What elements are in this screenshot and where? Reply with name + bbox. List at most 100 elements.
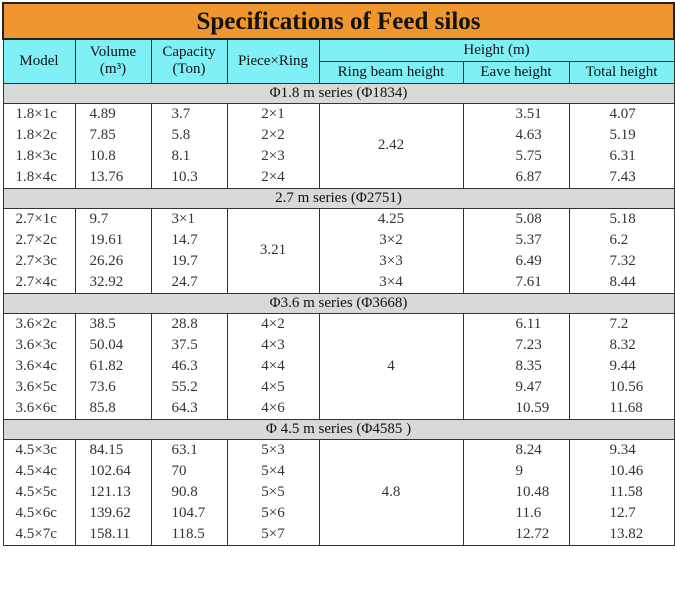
cell-capacity: 10.3 <box>150 166 228 189</box>
cell-capacity: 90.8 <box>150 481 228 503</box>
header-ring-beam-height: Ring beam height <box>318 60 464 84</box>
cell-model: 4.5×6c <box>2 502 76 524</box>
cell-volume: 61.82 <box>74 355 152 377</box>
series-header: Φ3.6 m series (Φ3668) <box>2 292 675 314</box>
cell-capacity: 8.1 <box>150 145 228 167</box>
spec-table-container: Specifications of Feed silos Model Volum… <box>2 2 675 546</box>
cell-model: 2.7×3c <box>2 250 76 272</box>
cell-piece-ring: 5×6 <box>226 502 320 524</box>
cell-capacity: 24.7 <box>150 271 228 294</box>
cell-eave-height: 6.87 <box>462 166 570 189</box>
header-capacity: Capacity (Ton) <box>150 38 228 84</box>
cell-ring-beam-height: 4 <box>318 312 464 420</box>
cell-piece-ring: 2×1 <box>226 102 320 125</box>
header-volume-line1: Volume <box>89 44 137 61</box>
cell-capacity: 19.7 <box>150 250 228 272</box>
cell-total-height: 7.32 <box>568 250 675 272</box>
cell-model: 2.7×1c <box>2 207 76 230</box>
cell-total-height: 4.07 <box>568 102 675 125</box>
cell-volume: 7.85 <box>74 124 152 146</box>
cell-volume: 32.92 <box>74 271 152 294</box>
header-height: Height (m) <box>318 38 675 62</box>
cell-total-height: 10.46 <box>568 460 675 482</box>
cell-model: 4.5×7c <box>2 523 76 546</box>
cell-model: 1.8×4c <box>2 166 76 189</box>
cell-capacity: 28.8 <box>150 312 228 335</box>
cell-total-height: 5.18 <box>568 207 675 230</box>
cell-piece-ring: 5×3 <box>226 438 320 461</box>
cell-eave-height: 5.75 <box>462 145 570 167</box>
cell-capacity: 46.3 <box>150 355 228 377</box>
cell-piece-ring: 2×4 <box>226 166 320 189</box>
cell-model: 3.6×2c <box>2 312 76 335</box>
cell-ring-beam-height: 4.8 <box>318 438 464 546</box>
cell-eave-height: 8.24 <box>462 438 570 461</box>
cell-ring-beam-height: 3×2 <box>318 229 464 251</box>
cell-model: 4.5×5c <box>2 481 76 503</box>
cell-volume: 121.13 <box>74 481 152 503</box>
series-header: Φ1.8 m series (Φ1834) <box>2 82 675 104</box>
header-total-height: Total height <box>568 60 675 84</box>
cell-capacity: 37.5 <box>150 334 228 356</box>
cell-piece-ring: 5×7 <box>226 523 320 546</box>
header-capacity-line1: Capacity <box>162 44 216 61</box>
cell-model: 3.6×4c <box>2 355 76 377</box>
cell-eave-height: 11.6 <box>462 502 570 524</box>
header-volume: Volume (m³) <box>74 38 152 84</box>
cell-piece-ring: 4×3 <box>226 334 320 356</box>
cell-volume: 139.62 <box>74 502 152 524</box>
cell-total-height: 6.2 <box>568 229 675 251</box>
cell-capacity: 5.8 <box>150 124 228 146</box>
cell-eave-height: 5.08 <box>462 207 570 230</box>
cell-model: 1.8×2c <box>2 124 76 146</box>
cell-total-height: 12.7 <box>568 502 675 524</box>
cell-volume: 85.8 <box>74 397 152 420</box>
cell-eave-height: 6.11 <box>462 312 570 335</box>
cell-volume: 73.6 <box>74 376 152 398</box>
cell-total-height: 8.32 <box>568 334 675 356</box>
cell-volume: 158.11 <box>74 523 152 546</box>
cell-model: 4.5×4c <box>2 460 76 482</box>
table-title: Specifications of Feed silos <box>2 2 675 40</box>
cell-model: 3.6×3c <box>2 334 76 356</box>
cell-volume: 4.89 <box>74 102 152 125</box>
cell-model: 4.5×3c <box>2 438 76 461</box>
cell-volume: 10.8 <box>74 145 152 167</box>
cell-model: 2.7×2c <box>2 229 76 251</box>
cell-total-height: 13.82 <box>568 523 675 546</box>
cell-eave-height: 10.59 <box>462 397 570 420</box>
cell-piece-ring: 3.21 <box>226 207 320 294</box>
cell-piece-ring: 4×5 <box>226 376 320 398</box>
cell-ring-beam-height: 2.42 <box>318 102 464 189</box>
cell-total-height: 7.43 <box>568 166 675 189</box>
cell-capacity: 55.2 <box>150 376 228 398</box>
cell-total-height: 9.44 <box>568 355 675 377</box>
cell-ring-beam-height: 3×4 <box>318 271 464 294</box>
cell-eave-height: 9 <box>462 460 570 482</box>
cell-volume: 13.76 <box>74 166 152 189</box>
spec-table: Specifications of Feed silos Model Volum… <box>2 2 675 546</box>
cell-capacity: 118.5 <box>150 523 228 546</box>
cell-piece-ring: 4×6 <box>226 397 320 420</box>
cell-eave-height: 9.47 <box>462 376 570 398</box>
cell-eave-height: 6.49 <box>462 250 570 272</box>
header-model: Model <box>2 38 76 84</box>
series-header: Φ 4.5 m series (Φ4585 ) <box>2 418 675 440</box>
header-volume-line2: (m³) <box>99 61 127 78</box>
cell-capacity: 104.7 <box>150 502 228 524</box>
cell-capacity: 70 <box>150 460 228 482</box>
series-header: 2.7 m series (Φ2751) <box>2 187 675 209</box>
cell-ring-beam-height: 4.25 <box>318 207 464 230</box>
cell-piece-ring: 4×4 <box>226 355 320 377</box>
cell-capacity: 63.1 <box>150 438 228 461</box>
header-eave-height: Eave height <box>462 60 570 84</box>
cell-ring-beam-height: 3×3 <box>318 250 464 272</box>
cell-volume: 9.7 <box>74 207 152 230</box>
cell-eave-height: 12.72 <box>462 523 570 546</box>
cell-capacity: 3×1 <box>150 207 228 230</box>
cell-eave-height: 8.35 <box>462 355 570 377</box>
cell-eave-height: 7.23 <box>462 334 570 356</box>
cell-total-height: 10.56 <box>568 376 675 398</box>
cell-model: 3.6×5c <box>2 376 76 398</box>
cell-total-height: 9.34 <box>568 438 675 461</box>
